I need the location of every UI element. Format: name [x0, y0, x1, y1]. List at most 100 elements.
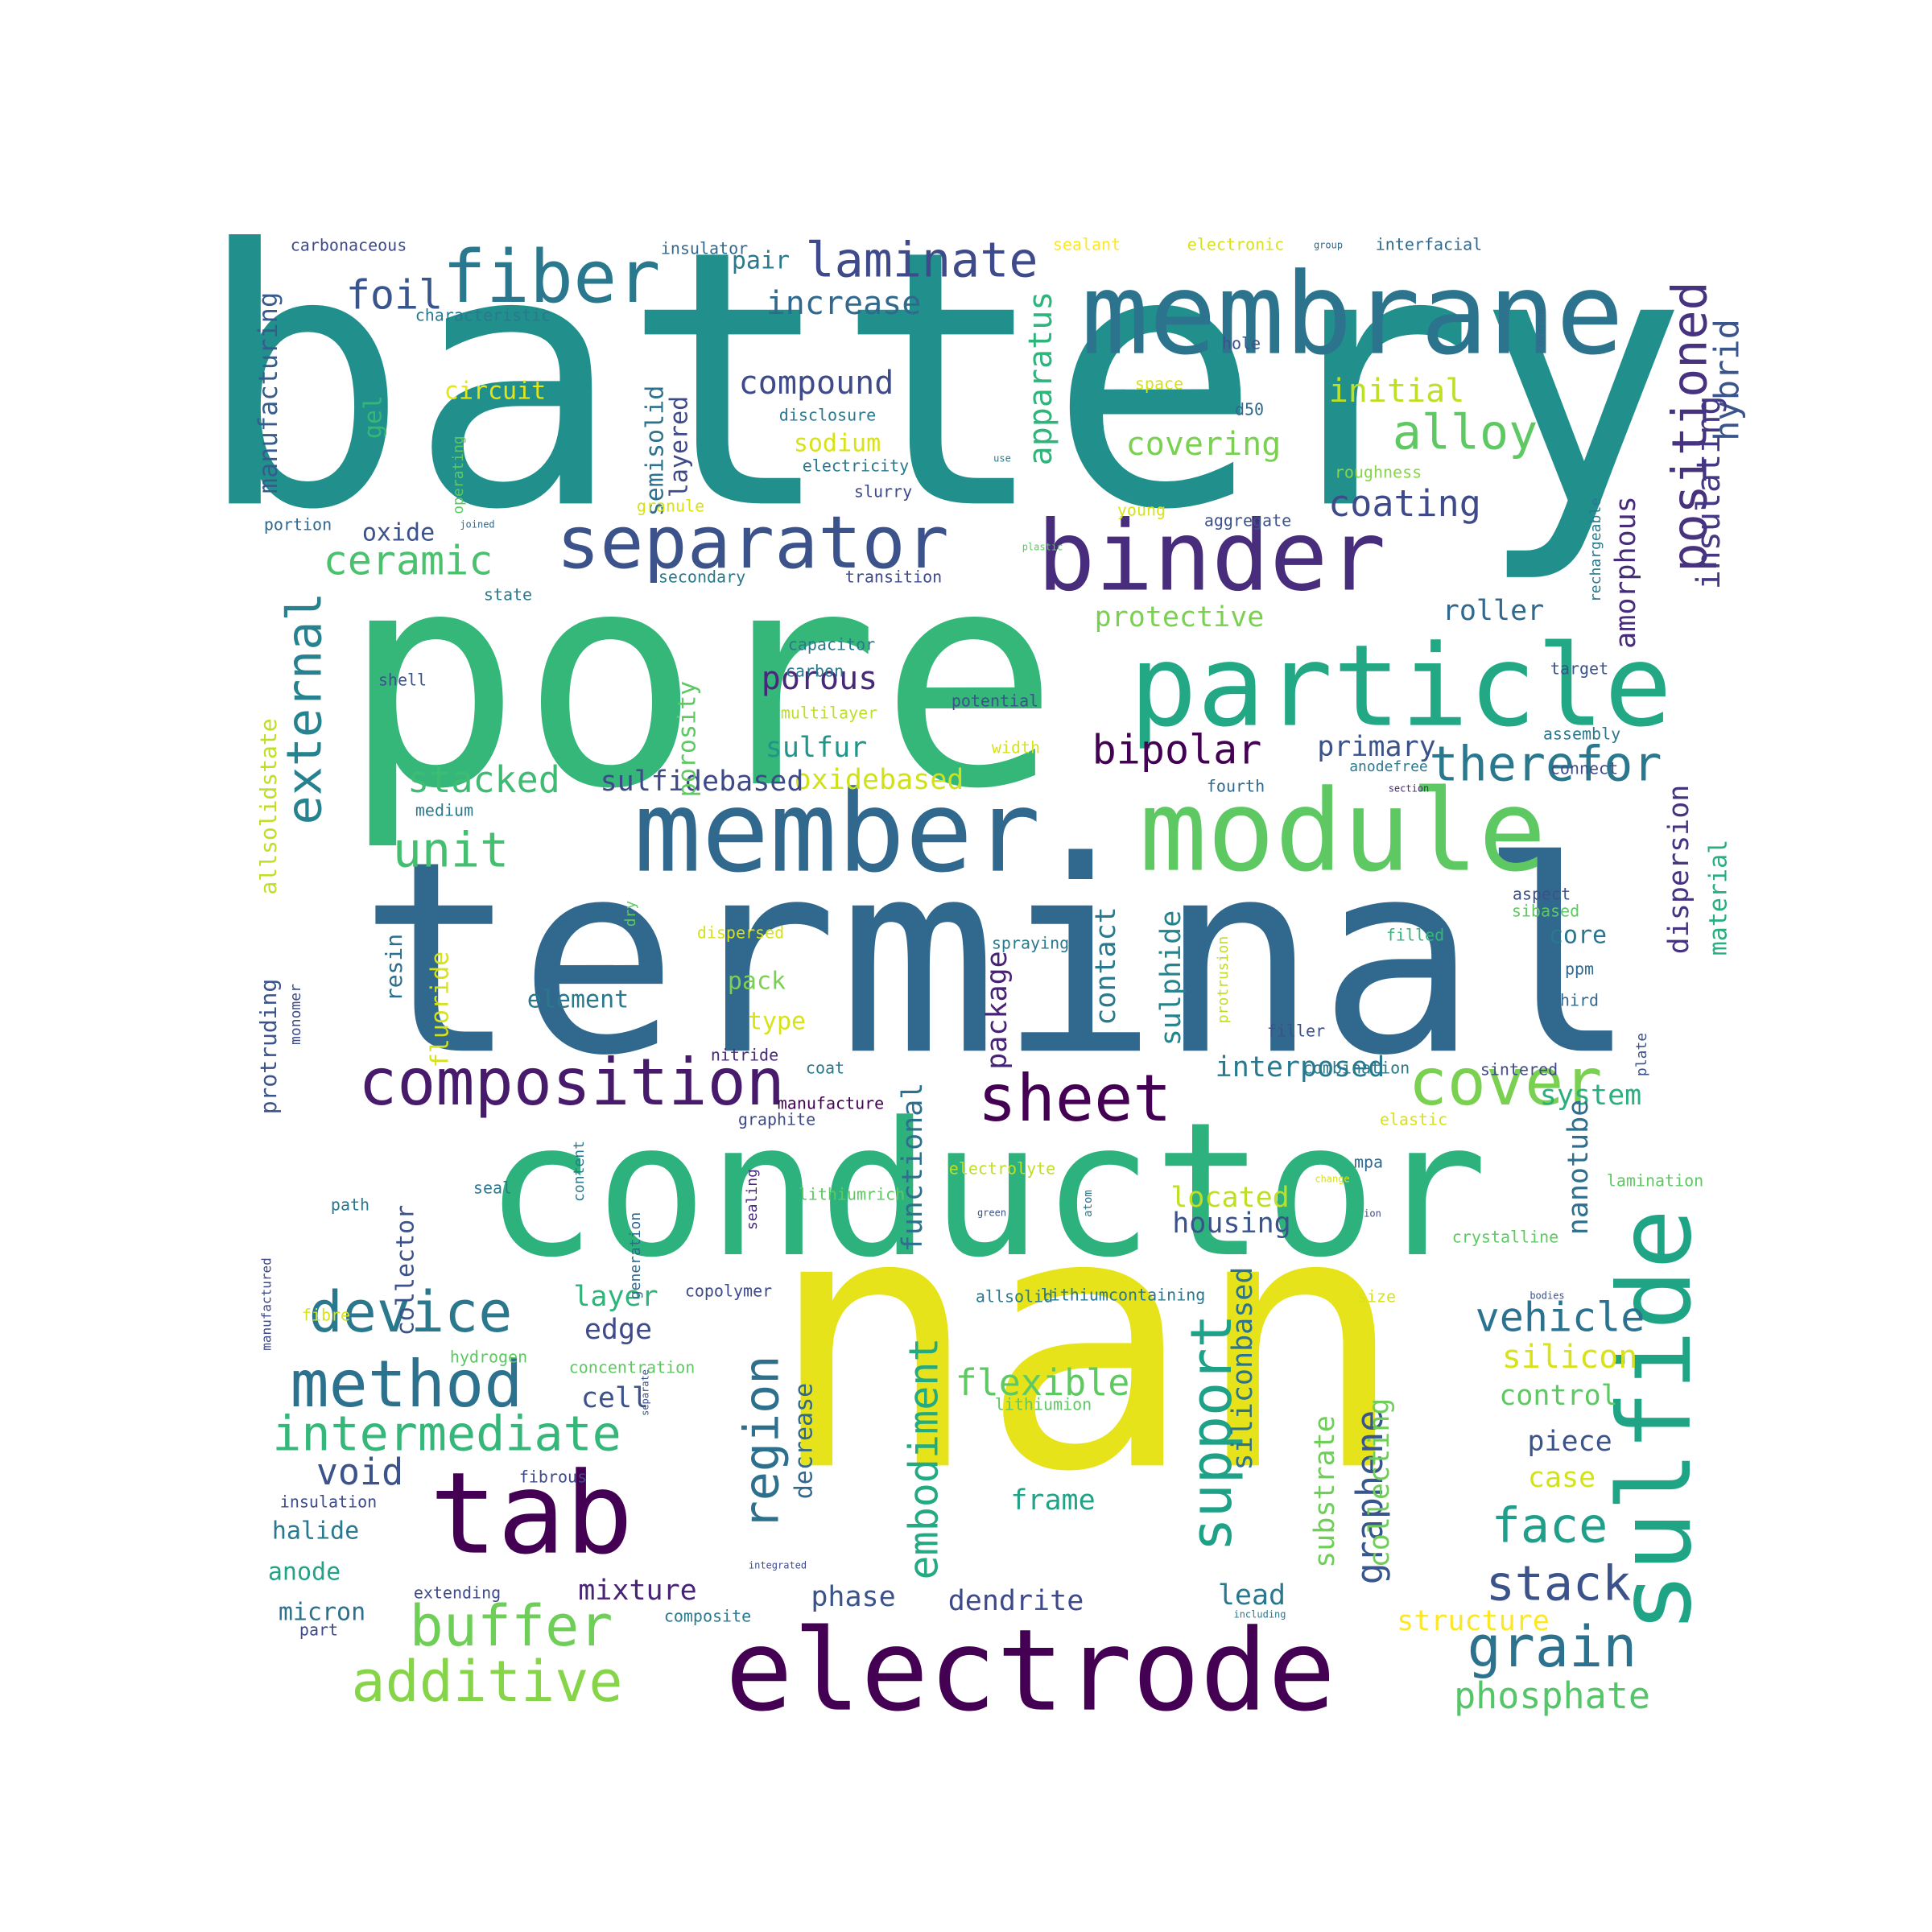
word-154: filled — [1386, 926, 1444, 945]
word-15: composition — [358, 1045, 785, 1120]
word-118: space — [1135, 374, 1183, 394]
word-23: grain — [1468, 1614, 1637, 1680]
word-121: electricity — [803, 456, 909, 476]
word-62: dispersion — [1663, 785, 1695, 955]
word-194: insulation — [280, 1492, 377, 1512]
word-123: granule — [637, 497, 704, 516]
word-198: including — [1233, 1609, 1286, 1620]
word-87: cell — [581, 1382, 649, 1414]
word-27: unit — [393, 823, 510, 879]
word-50: initial — [1329, 373, 1465, 410]
word-125: aggregate — [1204, 511, 1291, 530]
word-51: increase — [766, 285, 922, 322]
word-138: carbon — [786, 662, 844, 681]
word-30: embodiment — [901, 1337, 947, 1579]
word-189: hydrogen — [450, 1348, 527, 1367]
word-190: concentration — [569, 1358, 696, 1377]
word-160: nitride — [711, 1046, 778, 1065]
word-149: aspect — [1513, 885, 1571, 904]
word-122: slurry — [854, 482, 912, 502]
word-188: fibre — [302, 1306, 350, 1325]
word-197: composite — [664, 1607, 751, 1626]
word-191: separate — [640, 1369, 651, 1416]
word-63: material — [1705, 840, 1733, 956]
word-33: therefor — [1430, 737, 1662, 793]
word-86: edge — [584, 1314, 652, 1346]
word-69: contact — [1090, 906, 1122, 1026]
word-145: anodefree — [1349, 758, 1428, 775]
word-35: external — [277, 592, 333, 825]
word-130: plastic — [1022, 542, 1063, 553]
word-142: assembly — [1543, 724, 1620, 744]
word-56: oxidebased — [795, 764, 964, 796]
word-114: group — [1314, 240, 1343, 251]
word-152: dispersed — [697, 923, 784, 943]
word-21: device — [309, 1279, 513, 1345]
word-196: integrated — [749, 1560, 807, 1571]
word-24: laminate — [806, 233, 1038, 289]
word-173: atom — [1082, 1190, 1095, 1217]
word-112: sealant — [1053, 235, 1121, 254]
word-82: phase — [811, 1581, 895, 1613]
word-60: roller — [1443, 595, 1544, 627]
word-177: lithiumrich — [799, 1185, 905, 1204]
word-193: fibrous — [519, 1468, 587, 1487]
word-195: extending — [414, 1583, 501, 1603]
word-85: decrease — [791, 1383, 819, 1500]
word-139: target — [1550, 659, 1608, 679]
word-61: amorphous — [1610, 496, 1642, 649]
word-166: graphite — [738, 1110, 815, 1129]
word-89: element — [527, 986, 629, 1014]
word-187: bodies — [1530, 1290, 1564, 1302]
word-96: allsolidstate — [255, 718, 282, 894]
word-53: apparatus — [1022, 291, 1059, 466]
word-93: resin — [381, 934, 407, 1001]
word-141: potential — [952, 691, 1038, 711]
word-22: intermediate — [272, 1406, 621, 1463]
word-80: lead — [1218, 1579, 1286, 1612]
word-192: lithiumion — [995, 1395, 1092, 1414]
word-182: manufactured — [259, 1257, 275, 1351]
word-181: crystalline — [1452, 1228, 1558, 1247]
word-45: silicon — [1502, 1339, 1638, 1376]
word-16: sheet — [978, 1061, 1172, 1136]
word-71: located — [1170, 1182, 1290, 1214]
word-46: graphene — [1348, 1410, 1391, 1585]
word-11: tab — [430, 1449, 634, 1580]
word-48: covering — [1126, 426, 1282, 463]
word-127: operating — [450, 436, 467, 514]
word-129: joined — [460, 519, 494, 530]
word-101: circuit — [444, 378, 546, 406]
word-156: third — [1550, 991, 1599, 1010]
word-150: sibased — [1512, 902, 1579, 921]
word-5: electrode — [725, 1606, 1336, 1737]
word-144: connect — [1550, 759, 1618, 778]
word-6: membrane — [1081, 250, 1624, 381]
word-36: ceramic — [324, 538, 493, 584]
word-79: structure — [1397, 1605, 1550, 1637]
word-99: semisolid — [642, 386, 670, 517]
word-92: core — [1549, 922, 1607, 950]
word-57: sulfidebased — [601, 766, 804, 798]
word-9: module — [1139, 766, 1546, 898]
word-171: lamination — [1607, 1171, 1703, 1191]
word-37: foil — [346, 272, 443, 319]
word-174: change — [1315, 1174, 1349, 1185]
word-140: multilayer — [781, 704, 877, 723]
word-58: primary — [1317, 731, 1436, 763]
word-199: part — [299, 1620, 338, 1640]
word-78: case — [1528, 1462, 1596, 1494]
word-98: layered — [666, 396, 694, 497]
word-26: alloy — [1393, 405, 1538, 461]
word-167: elastic — [1380, 1110, 1447, 1129]
word-54: porous — [762, 660, 878, 697]
word-84: frame — [1010, 1484, 1095, 1517]
word-44: flexible — [956, 1361, 1130, 1404]
word-133: secondary — [658, 568, 745, 587]
word-146: section — [1389, 783, 1430, 795]
word-97: porosity — [674, 681, 702, 798]
word-67: functional — [897, 1083, 929, 1253]
word-111: characteristic — [415, 306, 551, 325]
word-103: oxide — [362, 519, 435, 547]
